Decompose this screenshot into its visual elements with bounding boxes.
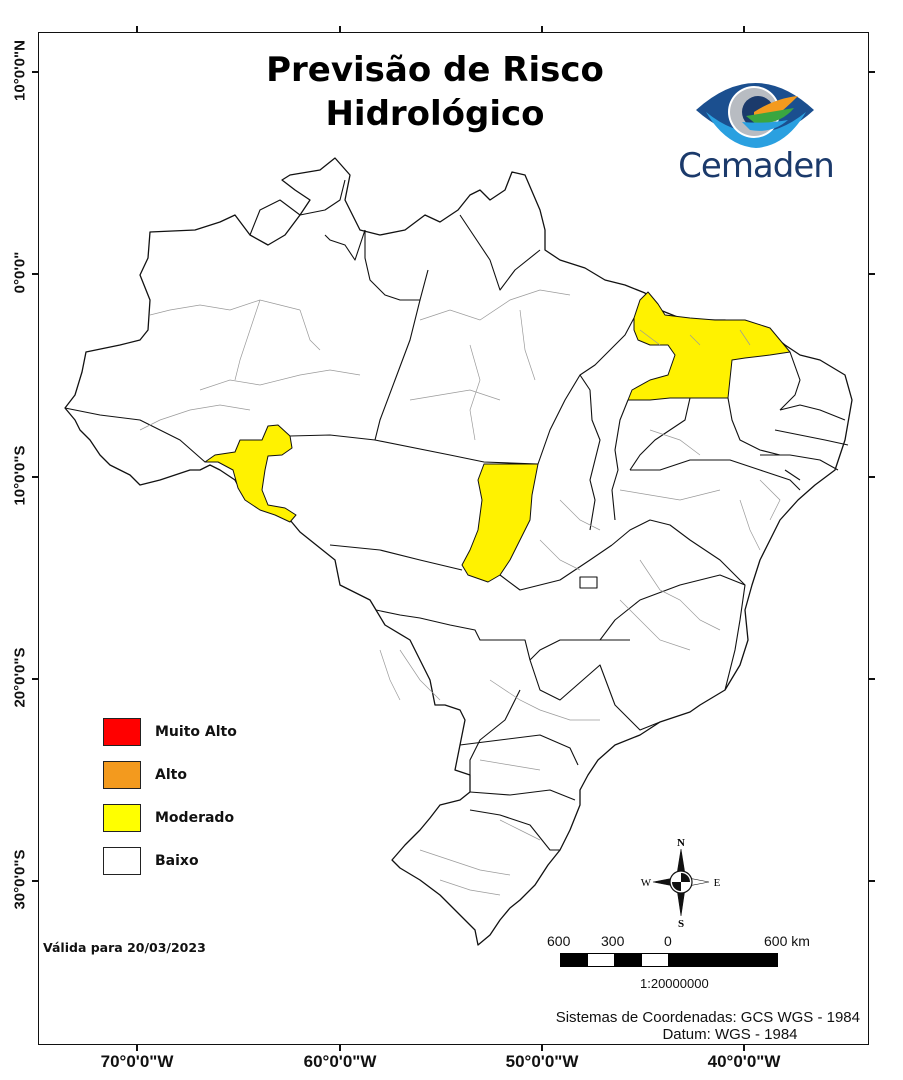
- scale-bar: [560, 953, 778, 967]
- compass-rose-icon: N S W E: [641, 837, 721, 930]
- cemaden-logo-icon: [696, 83, 814, 148]
- coordinate-system-line: Sistemas de Coordenadas: GCS WGS - 1984: [555, 1009, 860, 1026]
- tick-left-30s: [32, 880, 38, 882]
- scale-label-600-km: 600 km: [764, 933, 810, 949]
- tick-right-10s: [869, 476, 875, 478]
- legend-item-baixo: Baixo: [103, 839, 237, 882]
- tick-bottom-40w: [743, 1045, 745, 1051]
- scale-label-300: 300: [601, 933, 625, 949]
- compass-n: N: [677, 837, 685, 849]
- tick-top-40w: [743, 26, 745, 32]
- tick-left-20s: [32, 678, 38, 680]
- moderado-region-mt-para: [461, 463, 539, 583]
- legend-swatch-baixo: [103, 846, 141, 875]
- legend-label: Moderado: [155, 809, 235, 826]
- tick-left-10n: [32, 71, 38, 73]
- tick-top-60w: [339, 26, 341, 32]
- legend-label: Alto: [155, 766, 187, 783]
- legend-item-alto: Alto: [103, 753, 237, 796]
- scale-label-600-left: 600: [547, 933, 571, 949]
- tick-right-20s: [869, 678, 875, 680]
- tick-right-0: [869, 273, 875, 275]
- axis-label-lon-70w: 70°0'0"W: [100, 1052, 174, 1071]
- axis-label-lon-60w: 60°0'0"W: [303, 1052, 377, 1071]
- validity-date: Válida para 20/03/2023: [43, 940, 206, 955]
- tick-top-70w: [136, 26, 138, 32]
- scale-label-0: 0: [664, 933, 672, 949]
- legend-label: Muito Alto: [155, 723, 237, 740]
- legend-swatch-moderado: [103, 803, 141, 832]
- coordinate-system-info: Sistemas de Coordenadas: GCS WGS - 1984 …: [480, 1009, 860, 1043]
- tick-right-30s: [869, 880, 875, 882]
- legend-label: Baixo: [155, 852, 199, 869]
- map-title-line1: Previsão de Risco: [266, 50, 604, 90]
- map-title-line2: Hidrológico: [325, 94, 545, 134]
- legend-swatch-muito-alto: [103, 717, 141, 746]
- legend: Muito Alto Alto Moderado Baixo: [103, 710, 237, 882]
- cemaden-logo-text: Cemaden: [678, 146, 835, 186]
- scale-ratio: 1:20000000: [640, 976, 709, 991]
- tick-left-10s: [32, 476, 38, 478]
- tick-right-10n: [869, 71, 875, 73]
- tick-bottom-70w: [136, 1045, 138, 1051]
- compass-w: W: [641, 877, 652, 889]
- map-title: Previsão de Risco Hidrológico: [200, 48, 670, 136]
- moderado-region-rondonia: [204, 424, 297, 523]
- tick-bottom-60w: [339, 1045, 341, 1051]
- compass-e: E: [714, 877, 721, 889]
- tick-bottom-50w: [541, 1045, 543, 1051]
- moderado-region-ma-pi-ce: [627, 291, 791, 401]
- legend-item-moderado: Moderado: [103, 796, 237, 839]
- axis-label-lon-40w: 40°0'0"W: [707, 1052, 781, 1071]
- axis-label-lon-50w: 50°0'0"W: [505, 1052, 579, 1071]
- legend-item-muito-alto: Muito Alto: [103, 710, 237, 753]
- map-frame: [38, 32, 869, 1045]
- compass-s: S: [678, 918, 684, 930]
- tick-left-0: [32, 273, 38, 275]
- legend-swatch-alto: [103, 760, 141, 789]
- tick-top-50w: [541, 26, 543, 32]
- datum-line: Datum: WGS - 1984: [662, 1026, 798, 1043]
